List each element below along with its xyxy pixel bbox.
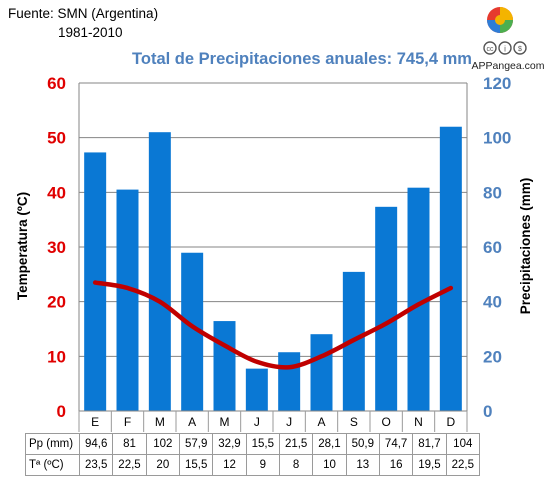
source-label: Fuente: SMN (Argentina) <box>8 6 159 21</box>
x-tick-label: J <box>254 415 260 429</box>
table-cell: 104 <box>445 433 480 455</box>
x-tick-label: D <box>446 415 455 429</box>
temperature-line <box>92 280 454 370</box>
bar <box>278 352 301 411</box>
table-row-header: Pp (mm) <box>25 433 80 455</box>
x-tick-label: A <box>188 415 196 429</box>
table-cell: 12 <box>212 454 247 476</box>
x-tick-label: E <box>91 415 99 429</box>
x-tick-label: M <box>155 415 165 429</box>
table-cell: 50,9 <box>345 433 380 455</box>
svg-text:i: i <box>504 45 506 54</box>
svg-text:$: $ <box>518 46 522 53</box>
table-row: Pp (mm) 94,6 81 102 57,9 32,9 15,5 21,5 28,1 50,9… <box>25 433 480 455</box>
y-right-tick-label: 20 <box>483 347 502 366</box>
table-cell: 15,5 <box>178 454 214 476</box>
y-right-tick-label: 40 <box>483 293 502 312</box>
table-cell: 81,7 <box>412 433 447 455</box>
table-cell: 81 <box>112 433 147 455</box>
table-row: Tª (ºC) 23,5 22,5 20 15,5 12 9 8 10 13 16 19,5 22,5 <box>25 454 480 476</box>
y-right-tick-label: 0 <box>483 402 492 421</box>
x-tick-label: F <box>124 415 131 429</box>
table-cell: 15,5 <box>245 433 280 455</box>
y-right-tick-label: 120 <box>483 74 511 93</box>
svg-text:cc: cc <box>487 46 495 53</box>
table-cell: 20 <box>145 454 180 476</box>
x-tick-label: M <box>220 415 230 429</box>
table-cell: 22,5 <box>112 454 147 476</box>
y-axis-left-label: Temperatura (ºC) <box>15 192 30 300</box>
table-cell: 9 <box>245 454 280 476</box>
bar <box>245 368 268 411</box>
appangea-logo-icon: cc i $ <box>483 7 527 55</box>
table-cell: 23,5 <box>78 454 114 476</box>
y-left-tick-label: 0 <box>57 402 66 421</box>
x-tick-label: O <box>381 415 390 429</box>
bar <box>310 334 333 411</box>
source-period: 1981-2010 <box>58 25 123 40</box>
y-left-tick-label: 50 <box>47 129 66 148</box>
table-cell: 102 <box>145 433 180 455</box>
x-tick-label: N <box>414 415 423 429</box>
y-right-tick-label: 60 <box>483 238 502 257</box>
table-cell: 8 <box>278 454 314 476</box>
table-cell: 16 <box>378 454 414 476</box>
bar <box>375 206 398 411</box>
x-tick-label: J <box>286 415 292 429</box>
data-table: Pp (mm) 94,6 81 102 57,9 32,9 15,5 21,5 28,1 50,9… <box>25 433 480 476</box>
y-axis-right-label: Precipitaciones (mm) <box>518 178 533 315</box>
table-cell: 94,6 <box>78 433 114 455</box>
y-left-tick-label: 20 <box>47 293 66 312</box>
table-cell: 57,9 <box>178 433 214 455</box>
table-row-header: Tª (ºC) <box>25 454 80 476</box>
table-cell: 28,1 <box>312 433 347 455</box>
y-left-tick-label: 10 <box>47 347 66 366</box>
table-cell: 19,5 <box>412 454 447 476</box>
table-cell: 32,9 <box>212 433 247 455</box>
bar <box>181 252 204 411</box>
bar <box>213 321 236 411</box>
logo-text: APPangea.com <box>471 60 545 72</box>
table-cell: 74,7 <box>378 433 414 455</box>
bar <box>116 189 139 411</box>
y-left-tick-label: 30 <box>47 238 66 257</box>
table-cell: 10 <box>312 454 347 476</box>
y-right-tick-label: 100 <box>483 129 511 148</box>
x-tick-label: S <box>350 415 358 429</box>
y-left-tick-label: 40 <box>47 183 66 202</box>
climate-chart: 0 10 20 30 40 50 60 0 20 40 60 80 100 120 E F M A M J J A S O… <box>15 74 533 432</box>
table-cell: 13 <box>345 454 380 476</box>
y-right-tick-label: 80 <box>483 183 502 202</box>
chart-title: Total de Precipitaciones anuales: 745,4 … <box>132 50 472 68</box>
bar <box>439 126 462 411</box>
bar <box>148 132 171 411</box>
table-cell: 22,5 <box>445 454 480 476</box>
x-tick-label: A <box>317 415 325 429</box>
bar <box>407 187 430 411</box>
y-left-tick-label: 60 <box>47 74 66 93</box>
table-cell: 21,5 <box>278 433 314 455</box>
